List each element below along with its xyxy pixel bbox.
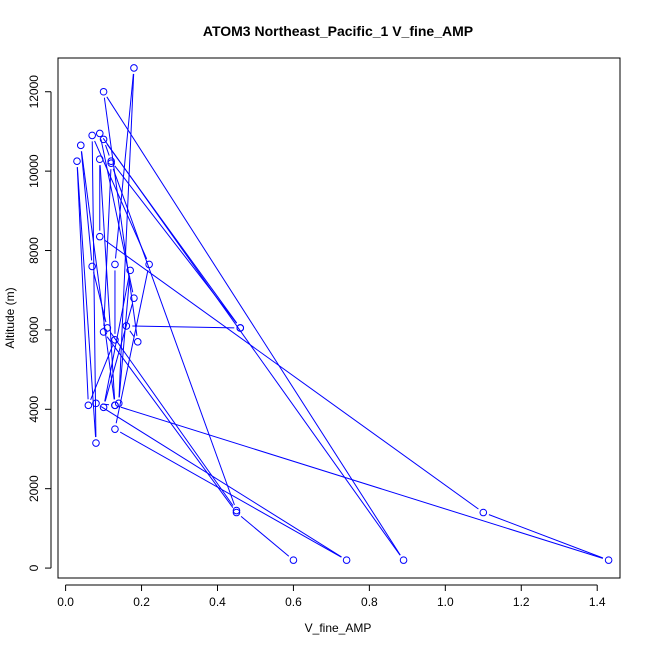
series-segment bbox=[90, 345, 114, 400]
data-point bbox=[107, 159, 115, 167]
data-point bbox=[236, 324, 245, 332]
x-tick-label: 0.6 bbox=[285, 595, 302, 609]
x-tick-label: 1.4 bbox=[589, 595, 606, 609]
y-tick-label: 10000 bbox=[27, 154, 41, 188]
data-point bbox=[95, 129, 104, 138]
data-point bbox=[111, 336, 119, 344]
data-point bbox=[107, 157, 115, 166]
series-segment bbox=[115, 73, 134, 259]
y-tick-label: 0 bbox=[27, 564, 41, 571]
data-point bbox=[92, 399, 100, 408]
data-point bbox=[76, 141, 85, 150]
y-axis: 0 2000 4000 6000 8000 10000 12000 bbox=[27, 75, 52, 571]
series-segment bbox=[106, 143, 238, 324]
series-segment bbox=[488, 514, 604, 559]
series-segment bbox=[104, 276, 130, 402]
data-point bbox=[111, 401, 119, 410]
y-tick-label: 2000 bbox=[27, 475, 41, 502]
series-segment bbox=[114, 165, 237, 324]
data-point bbox=[111, 260, 119, 269]
data-point bbox=[95, 155, 104, 164]
x-axis-label: V_fine_AMP bbox=[305, 621, 372, 635]
chart-title: ATOM3 Northeast_Pacific_1 V_fine_AMP bbox=[203, 23, 473, 39]
y-tick-label: 12000 bbox=[27, 75, 41, 109]
data-point bbox=[479, 508, 488, 517]
x-tick-label: 0.4 bbox=[209, 595, 226, 609]
data-point bbox=[126, 266, 134, 275]
series-segment bbox=[112, 168, 235, 506]
x-tick-label: 0.8 bbox=[361, 595, 378, 609]
series-segment bbox=[120, 406, 604, 559]
x-axis: 0.0 0.2 0.4 0.6 0.8 1.0 1.2 1.4 bbox=[57, 584, 606, 609]
series-segment bbox=[80, 151, 93, 261]
series-segment bbox=[118, 276, 131, 398]
series-segment bbox=[115, 270, 149, 424]
x-tick-label: 0.2 bbox=[133, 595, 150, 609]
data-point bbox=[111, 425, 119, 433]
y-tick-label: 4000 bbox=[27, 396, 41, 423]
series-layer bbox=[73, 64, 613, 564]
data-point bbox=[92, 439, 100, 447]
data-point bbox=[289, 556, 298, 564]
series-segment bbox=[129, 330, 135, 338]
y-tick-label: 6000 bbox=[27, 316, 41, 343]
data-point bbox=[95, 232, 104, 241]
data-point bbox=[99, 403, 108, 412]
x-tick-label: 0.0 bbox=[57, 595, 74, 609]
data-point bbox=[399, 556, 408, 564]
data-point bbox=[88, 131, 96, 140]
data-point bbox=[130, 294, 138, 302]
series-segment bbox=[76, 167, 97, 438]
series-segment bbox=[106, 96, 401, 556]
data-point bbox=[88, 262, 96, 271]
data-point bbox=[145, 260, 153, 269]
data-point bbox=[99, 328, 108, 336]
y-axis-label: Altitude (m) bbox=[3, 287, 17, 348]
data-point bbox=[342, 556, 351, 564]
series-segment bbox=[100, 406, 342, 558]
data-point bbox=[103, 324, 112, 332]
data-point bbox=[604, 556, 613, 564]
series-segment bbox=[119, 431, 342, 558]
plot-frame bbox=[57, 57, 621, 579]
series-segment bbox=[103, 169, 112, 326]
data-point bbox=[130, 64, 138, 72]
data-point bbox=[99, 135, 108, 144]
series-segment bbox=[105, 144, 110, 156]
series-segment bbox=[81, 151, 115, 400]
data-point bbox=[122, 322, 131, 330]
x-tick-label: 1.0 bbox=[437, 595, 454, 609]
series-segment bbox=[104, 303, 133, 402]
data-point bbox=[114, 399, 123, 408]
y-tick-label: 8000 bbox=[27, 237, 41, 264]
series-segment bbox=[104, 239, 479, 510]
series-segment bbox=[76, 167, 89, 400]
data-point bbox=[232, 506, 241, 515]
data-point bbox=[73, 157, 81, 166]
data-point bbox=[133, 338, 142, 346]
data-point bbox=[84, 401, 93, 410]
series-segment bbox=[132, 325, 235, 329]
data-point bbox=[232, 508, 241, 517]
series-segment bbox=[93, 272, 107, 323]
series-segment bbox=[240, 515, 290, 557]
x-tick-label: 1.2 bbox=[513, 595, 530, 609]
data-point bbox=[99, 87, 108, 96]
